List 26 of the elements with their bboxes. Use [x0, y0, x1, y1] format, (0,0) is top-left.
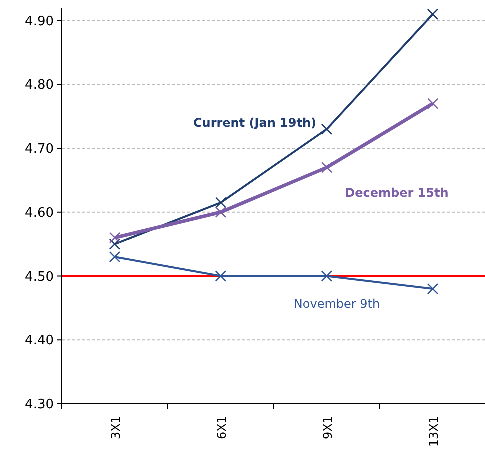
point	[215, 270, 227, 282]
series-label: November 9th	[294, 297, 380, 311]
point	[109, 232, 121, 244]
y-tick-label: 4.30	[25, 398, 54, 413]
point	[109, 238, 121, 250]
point	[321, 124, 333, 136]
x-tick-label: 3X1	[109, 416, 123, 440]
y-tick-label: 4.70	[25, 142, 54, 158]
y-tick-label: 4.60	[25, 206, 54, 221]
point	[427, 8, 439, 20]
point	[321, 270, 333, 282]
y-tick-label: 4.50	[25, 270, 54, 285]
x-tick-label: 13X1	[427, 416, 441, 448]
point	[215, 206, 227, 218]
y-tick-label: 4.80	[25, 78, 54, 94]
x-tick-label: 9X1	[321, 416, 335, 440]
point	[321, 162, 333, 174]
y-tick-label: 4.90	[25, 14, 54, 30]
x-tick-label: 6X1	[215, 416, 229, 440]
point	[427, 283, 439, 295]
series-label: December 15th	[345, 186, 449, 200]
point	[109, 251, 121, 263]
point	[427, 98, 439, 110]
y-tick-label: 4.40	[25, 334, 54, 349]
series-label: Current (Jan 19th)	[193, 116, 317, 130]
point	[215, 197, 227, 208]
